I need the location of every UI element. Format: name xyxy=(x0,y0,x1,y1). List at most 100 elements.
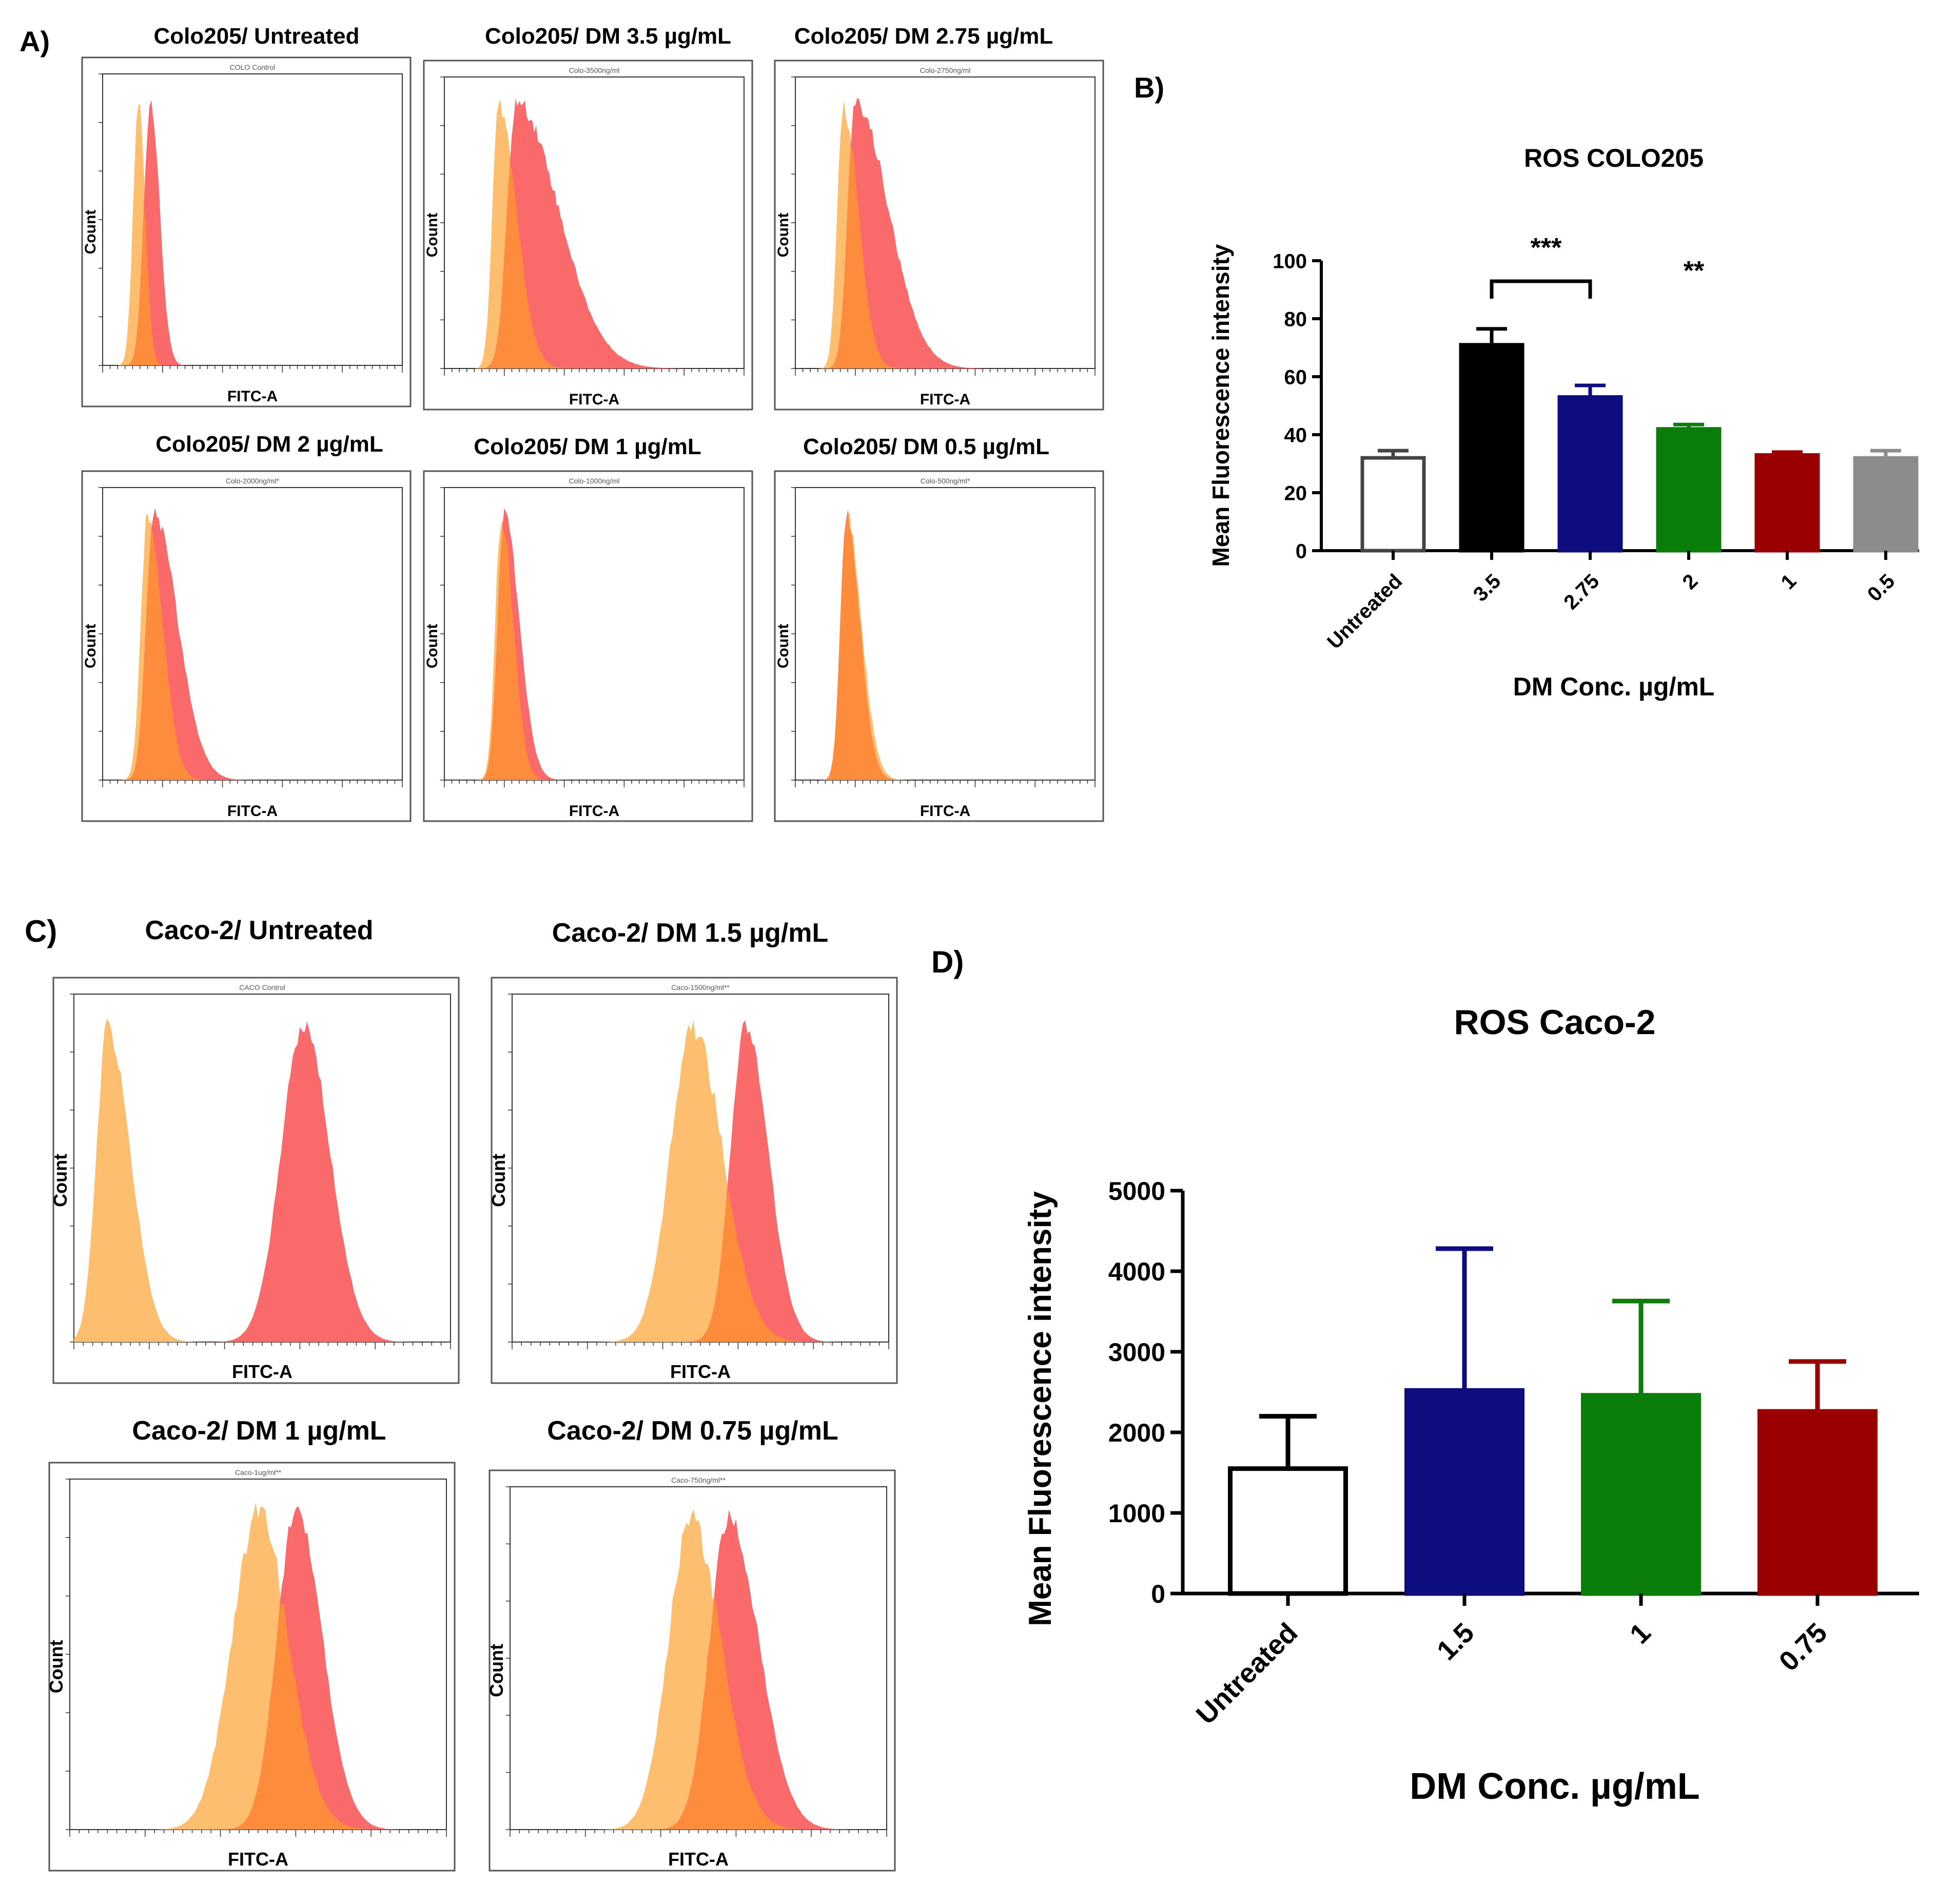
histogram-ylabel: Count xyxy=(775,213,792,258)
significance-label: ** xyxy=(1684,256,1705,286)
histogram-panel: Caco-2/ DM 1.5 µg/mL Caco-1500ng/ml** FITC… xyxy=(488,918,898,1384)
histogram-xlabel: FITC-A xyxy=(920,391,970,408)
histogram-frame xyxy=(423,470,753,822)
histogram-title: Colo205/ DM 0.5 µg/mL xyxy=(803,434,1049,459)
histogram-overlap-curve xyxy=(444,527,744,780)
x-axis-label: DM Conc. µg/mL xyxy=(1410,1766,1699,1807)
histogram-ylabel: Count xyxy=(424,624,441,669)
histogram-treated-curve xyxy=(103,508,402,780)
x-axis-label: DM Conc. µg/mL xyxy=(1513,672,1715,701)
histogram-xlabel: FITC-A xyxy=(569,803,619,820)
bar xyxy=(1557,395,1623,553)
histogram-ylabel: Count xyxy=(46,1640,67,1694)
histogram-control-curve xyxy=(103,103,402,365)
y-tick-label: 4000 xyxy=(1108,1257,1165,1286)
significance-label: *** xyxy=(1531,233,1562,263)
y-tick-label: 5000 xyxy=(1108,1177,1165,1206)
y-tick-label: 20 xyxy=(1284,482,1307,504)
histogram-panel: Caco-2/ DM 1 µg/mL Caco-1ug/ml** FITC-A Cou… xyxy=(46,1416,456,1872)
bar xyxy=(1228,1466,1348,1596)
histogram-panel: Colo205/ DM 3.5 µg/mL Colo-3500ng/ml FITC-… xyxy=(423,24,753,411)
histogram-xlabel: FITC-A xyxy=(232,1361,292,1382)
histogram-panels: Colo205/ Untreated COLO Control FITC-A Coun… xyxy=(46,24,1104,1872)
histogram-xlabel: FITC-A xyxy=(227,388,278,405)
histogram-tag: Colo-2750ng/ml xyxy=(920,66,971,74)
histogram-panel: Caco-2/ DM 0.75 µg/mL Caco-750ng/ml** FITC… xyxy=(486,1416,896,1872)
y-tick-label: 100 xyxy=(1273,250,1307,273)
histogram-overlap-curve xyxy=(444,163,744,368)
histogram-ylabel: Count xyxy=(424,213,441,258)
bar xyxy=(1404,1388,1524,1596)
histogram-title: Colo205/ DM 2 µg/mL xyxy=(155,432,383,457)
significance-bracket xyxy=(1490,279,1592,299)
histogram-ylabel: Count xyxy=(82,624,99,669)
bar xyxy=(1853,456,1919,553)
histogram-treated-curve xyxy=(795,98,1095,368)
chart-title: ROS Caco-2 xyxy=(1454,1003,1656,1042)
y-tick-label: 40 xyxy=(1284,424,1307,446)
histogram-tag: COLO Control xyxy=(230,63,276,71)
y-tick-label: 1000 xyxy=(1108,1499,1165,1528)
histogram-overlap-curve xyxy=(510,1595,887,1830)
histogram-title: Colo205/ DM 3.5 µg/mL xyxy=(485,24,731,49)
chart-title: ROS COLO205 xyxy=(1524,144,1704,172)
histogram-ylabel: Count xyxy=(486,1644,507,1697)
bar xyxy=(1754,453,1820,553)
histogram-tag: Caco-750ng/ml** xyxy=(671,1476,726,1484)
histogram-control-curve xyxy=(70,1502,446,1830)
histogram-control-curve xyxy=(512,1019,889,1342)
histogram-xlabel: FITC-A xyxy=(569,391,619,408)
y-tick-label: 80 xyxy=(1284,308,1307,331)
y-tick-label: 60 xyxy=(1284,366,1307,388)
panel-label-a: A) xyxy=(19,25,50,57)
histogram-tag: Caco-1500ng/ml** xyxy=(671,983,730,992)
bar xyxy=(1656,427,1722,553)
histogram-panel: Colo205/ DM 0.5 µg/mL Colo-500ng/ml* FITC-… xyxy=(774,434,1104,822)
histogram-control-curve xyxy=(795,513,1095,780)
histogram-xlabel: FITC-A xyxy=(670,1361,731,1382)
histogram-title: Caco-2/ Untreated xyxy=(145,916,374,945)
y-tick-label: 0 xyxy=(1296,540,1307,562)
histogram-frame xyxy=(774,470,1104,822)
chart-ros-caco2: ROS Caco-2010002000300040005000Untreated… xyxy=(1023,1003,1919,1807)
histogram-control-curve xyxy=(74,1018,451,1342)
bar xyxy=(1459,343,1524,553)
histogram-tag: Colo-2000ng/ml* xyxy=(226,477,280,485)
histogram-panel: Colo205/ DM 2.75 µg/mL Colo-2750ng/ml FITC… xyxy=(774,24,1104,411)
histogram-tag: Colo-1000ng/ml xyxy=(569,477,620,485)
bar xyxy=(1581,1393,1701,1596)
histogram-tag: Colo-500ng/ml* xyxy=(921,477,970,485)
histogram-tag: CACO Control xyxy=(239,983,285,992)
histogram-panel: Colo205/ DM 2 µg/mL Colo-2000ng/ml* FITC-A… xyxy=(81,432,412,822)
histogram-ylabel: Count xyxy=(50,1154,71,1207)
panel-label-c: C) xyxy=(25,914,57,948)
y-axis-label: Mean Fluorescence intensity xyxy=(1207,244,1234,567)
histogram-overlap-curve xyxy=(795,513,1095,780)
histogram-overlap-curve xyxy=(103,529,402,780)
histogram-title: Colo205/ Untreated xyxy=(154,24,360,49)
bar xyxy=(1360,456,1426,553)
histogram-xlabel: FITC-A xyxy=(920,803,970,820)
histogram-title: Colo205/ DM 1 µg/mL xyxy=(474,434,701,459)
histogram-tag: Colo-3500ng/ml xyxy=(569,66,620,74)
histogram-frame xyxy=(81,470,412,822)
histogram-frame xyxy=(774,60,1104,411)
histogram-title: Colo205/ DM 2.75 µg/mL xyxy=(794,24,1053,49)
y-axis-label: Mean Fluorescence intensity xyxy=(1023,1191,1058,1626)
histogram-tag: Caco-1ug/ml** xyxy=(235,1468,282,1476)
histogram-xlabel: FITC-A xyxy=(668,1849,729,1870)
histogram-title: Caco-2/ DM 0.75 µg/mL xyxy=(547,1416,838,1446)
histogram-control-curve xyxy=(510,1509,887,1830)
histogram-title: Caco-2/ DM 1 µg/mL xyxy=(132,1416,386,1446)
histogram-ylabel: Count xyxy=(775,624,792,669)
y-tick-label: 2000 xyxy=(1108,1419,1165,1447)
histogram-panel: Colo205/ Untreated COLO Control FITC-A Coun… xyxy=(81,24,412,407)
panel-label-b: B) xyxy=(1134,71,1164,104)
histogram-xlabel: FITC-A xyxy=(228,1849,288,1870)
histogram-xlabel: FITC-A xyxy=(227,803,278,820)
histogram-title: Caco-2/ DM 1.5 µg/mL xyxy=(552,918,829,948)
y-tick-label: 0 xyxy=(1151,1580,1165,1608)
y-tick-label: 3000 xyxy=(1108,1338,1165,1367)
